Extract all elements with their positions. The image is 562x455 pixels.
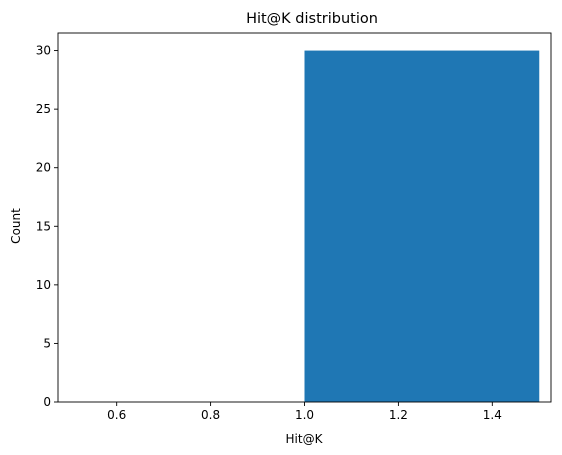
chart-title: Hit@K distribution <box>246 11 378 27</box>
y-tick-label: 10 <box>36 278 51 292</box>
plot-area: 0.6 0.8 1.0 1.2 1.4 0 5 10 15 20 25 30 <box>36 32 552 422</box>
x-tick-label: 1.4 <box>483 408 502 422</box>
y-tick-label: 5 <box>43 336 51 350</box>
y-tick-label: 15 <box>36 219 51 233</box>
histogram-bar-1 <box>304 50 540 402</box>
x-tick-label: 0.6 <box>107 408 126 422</box>
x-tick-label: 1.2 <box>389 408 408 422</box>
x-tick-label: 1.0 <box>295 408 314 422</box>
y-tick-label: 20 <box>36 161 51 175</box>
x-axis-label: Hit@K <box>286 432 324 446</box>
y-tick-label: 30 <box>36 44 51 58</box>
y-axis-label: Count <box>9 208 23 244</box>
y-tick-label: 0 <box>43 395 51 409</box>
y-tick-label: 25 <box>36 102 51 116</box>
x-tick-label: 0.8 <box>201 408 220 422</box>
